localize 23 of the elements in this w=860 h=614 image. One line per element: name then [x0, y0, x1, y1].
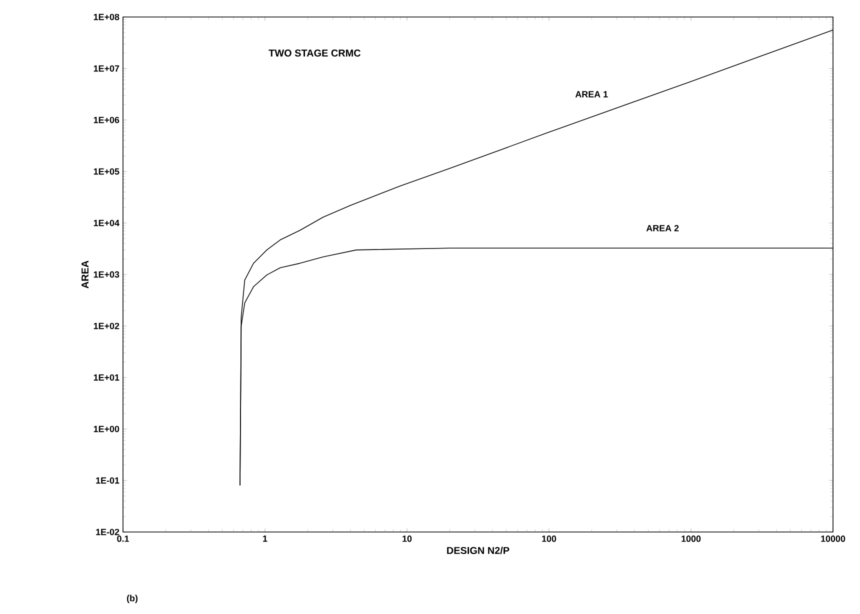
y-tick-label: 1E+05	[94, 168, 120, 175]
y-tick-label: 1E+06	[94, 116, 120, 124]
y-tick-label: 1E+02	[94, 322, 120, 330]
y-tick-label: 1E+04	[94, 220, 120, 226]
y-tick-label: 1E+03	[94, 271, 120, 278]
x-axis-title: DESIGN N2/P	[447, 546, 510, 554]
y-tick-label: 1E-01	[96, 477, 120, 484]
series-label: AREA 1	[575, 91, 608, 98]
y-tick-label: 1E+07	[94, 65, 120, 72]
y-tick-label: 1E+01	[94, 374, 120, 381]
series-label: AREA 2	[646, 225, 679, 232]
x-tick-label: 100	[542, 536, 556, 542]
y-tick-label: 1E-02	[96, 528, 120, 536]
y-axis-title: AREA	[82, 260, 88, 288]
text: (b)	[126, 594, 138, 604]
text: TWO STAGE CRMC	[268, 50, 361, 57]
x-tick-label: 10000	[821, 536, 846, 542]
y-tick-label: 1E+08	[94, 14, 120, 20]
x-tick-label: 1	[263, 536, 268, 542]
x-tick-label: 0.1	[117, 536, 129, 542]
x-tick-label: 10	[402, 536, 412, 542]
y-tick-label: 1E+00	[94, 426, 120, 432]
x-tick-label: 1000	[682, 536, 701, 542]
